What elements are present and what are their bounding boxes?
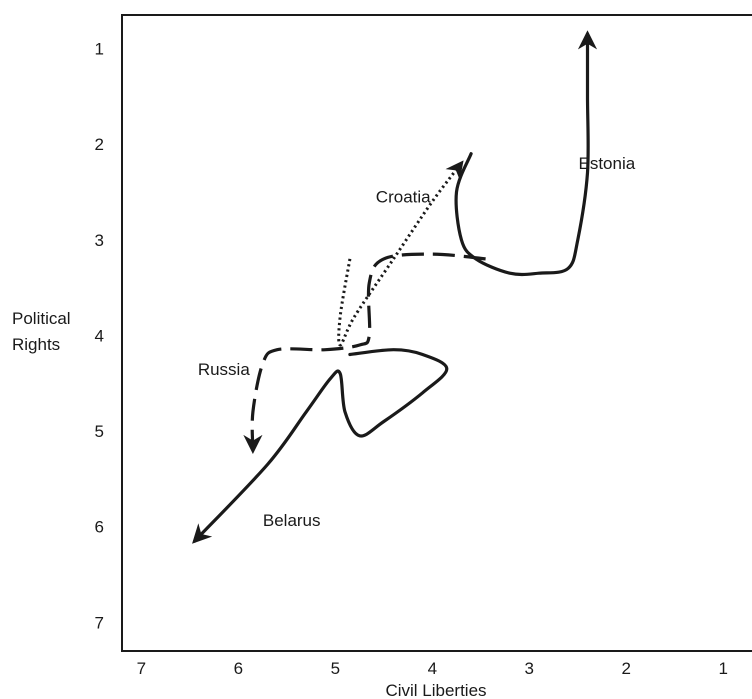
- y-tick-label: 3: [95, 231, 104, 250]
- series-line-belarus: [192, 348, 449, 544]
- label-estonia: Estonia: [578, 154, 635, 173]
- x-tick-label: 7: [137, 659, 146, 678]
- label-belarus: Belarus: [263, 511, 321, 530]
- label-croatia: Croatia: [376, 188, 431, 207]
- x-axis-label: Civil Liberties: [385, 681, 486, 699]
- y-tick-label: 1: [95, 39, 104, 58]
- y-axis-label-line-1: Political: [12, 309, 71, 328]
- x-tick-label: 4: [428, 659, 437, 678]
- series-line-russia: [243, 252, 486, 455]
- x-tick-label: 2: [622, 659, 631, 678]
- y-tick-label: 5: [95, 422, 104, 441]
- label-russia: Russia: [198, 360, 251, 379]
- y-axis-label: Political Rights: [12, 309, 75, 354]
- series-layer: [192, 30, 598, 544]
- x-tick-label: 6: [234, 659, 243, 678]
- y-tick-label: 7: [95, 613, 104, 632]
- y-tick-label: 6: [95, 518, 104, 537]
- x-tick-label: 1: [718, 659, 727, 678]
- y-axis-label-line-2: Rights: [12, 335, 60, 354]
- plot-frame: [121, 14, 752, 652]
- x-axis-ticks: 7 6 5 4 3 2 1: [137, 659, 728, 678]
- x-tick-label: 5: [331, 659, 340, 678]
- series-labels: Estonia Croatia Russia Belarus: [198, 154, 636, 530]
- series-line-estonia: [454, 30, 598, 277]
- series-line-croatia: [337, 160, 464, 347]
- y-tick-label: 4: [95, 326, 104, 345]
- y-tick-label: 2: [95, 135, 104, 154]
- x-tick-label: 3: [525, 659, 534, 678]
- y-axis-ticks: 1 2 3 4 5 6 7: [95, 39, 104, 632]
